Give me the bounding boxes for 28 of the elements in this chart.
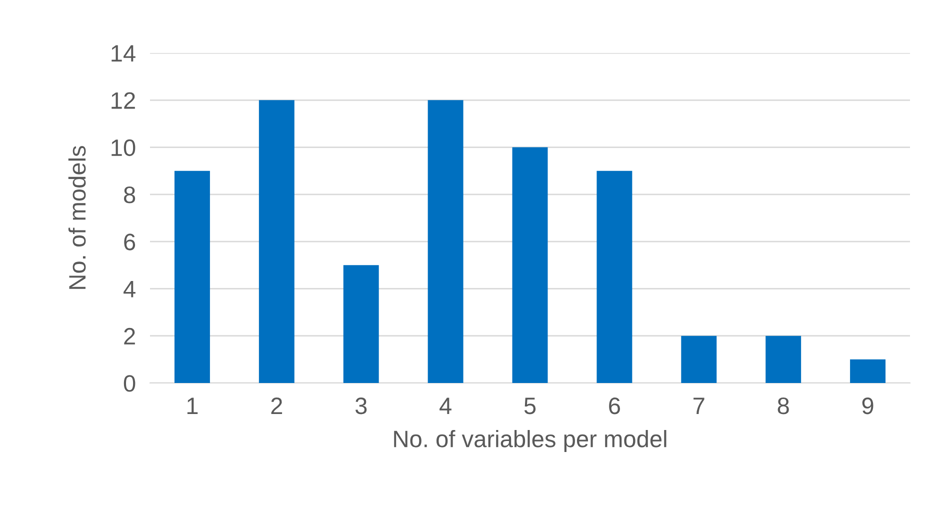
x-axis-title: No. of variables per model [394,430,666,452]
x-tick-label: 3 [355,398,367,414]
x-tick-label: 5 [524,398,536,414]
bar [258,100,294,383]
y-tick-label: 12 [112,92,135,109]
x-tick-label: 2 [271,398,282,414]
bar [428,100,464,383]
x-tick-label: 7 [694,398,704,414]
y-tick-label: 2 [124,328,135,344]
x-tick-label: 6 [609,398,620,414]
bar [343,265,379,383]
bar [681,336,717,383]
x-tick-label: 9 [862,398,874,414]
bar [850,359,886,383]
x-tick-label: 4 [440,398,452,414]
y-axis-title: No. of models [68,146,86,289]
y-tick-label: 10 [112,139,136,156]
x-tick-label: 1 [187,398,198,414]
y-tick-label: 0 [124,375,136,392]
bar [174,170,210,383]
bar [596,170,632,383]
y-tick-label: 6 [124,234,136,250]
y-tick-label: 8 [124,186,136,204]
x-tick-label: 8 [778,398,789,414]
bar [766,336,802,383]
y-tick-label: 4 [124,281,136,298]
y-tick-label: 14 [112,45,136,62]
bar [512,147,548,383]
